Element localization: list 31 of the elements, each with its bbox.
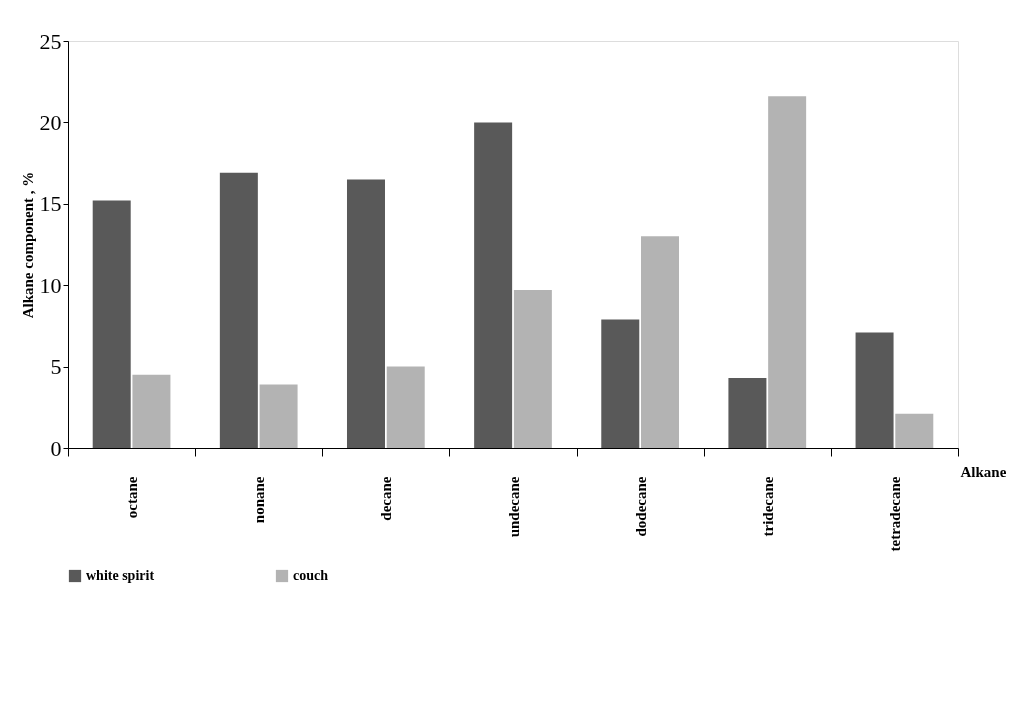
x-tick-label: decane (378, 476, 395, 521)
bar (219, 172, 258, 448)
y-tick-label: 15 (39, 191, 62, 217)
y-axis-title: Alkane component , % (19, 171, 36, 319)
bar (92, 200, 131, 448)
bar (513, 290, 552, 448)
bar (474, 122, 513, 448)
y-tick-label: 10 (39, 272, 62, 298)
y-tick-label: 0 (50, 435, 62, 461)
bar (259, 384, 298, 448)
x-tick-label: tetradecane (886, 476, 903, 552)
x-tick-label: nonane (251, 476, 268, 524)
legend-label: white spirit (86, 568, 155, 583)
y-tick-label: 25 (39, 28, 62, 54)
bar (346, 179, 385, 448)
x-tick-label: octane (124, 476, 141, 519)
x-tick-label: undecane (505, 476, 522, 538)
bar (768, 96, 807, 448)
bar (386, 366, 425, 448)
bar (855, 332, 894, 448)
x-tick-label: tridecane (759, 476, 776, 537)
y-tick-label: 5 (50, 354, 62, 380)
bar (601, 319, 640, 448)
bar (132, 374, 171, 448)
x-axis-title: Alkane (960, 463, 1007, 480)
bar (895, 413, 934, 448)
bar (641, 236, 680, 448)
bar (728, 378, 767, 448)
y-tick-label: 20 (39, 109, 62, 135)
x-tick-label: dodecane (632, 476, 649, 537)
legend-label: couch (293, 568, 329, 583)
